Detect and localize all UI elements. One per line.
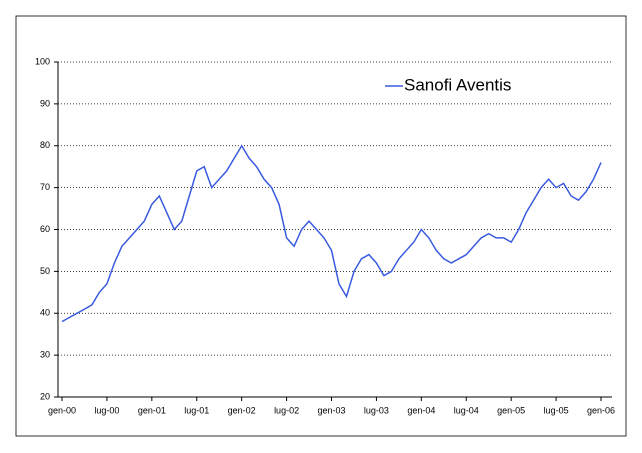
x-tick-label: gen-00 — [48, 405, 76, 415]
legend-label: Sanofi Aventis — [404, 75, 511, 94]
y-tick-label: 30 — [40, 350, 50, 360]
x-tick-label: gen-03 — [317, 405, 345, 415]
x-tick-label: gen-02 — [228, 405, 256, 415]
x-tick-label: lug-01 — [184, 405, 209, 415]
y-tick-label: 50 — [40, 266, 50, 276]
y-tick-label: 70 — [40, 182, 50, 192]
series-line — [61, 144, 602, 323]
y-tick-label: 20 — [40, 391, 50, 401]
y-tick-label: 60 — [40, 224, 50, 234]
x-tick-label: gen-06 — [587, 405, 615, 415]
x-tick-label: gen-05 — [497, 405, 525, 415]
x-tick-label: lug-04 — [454, 405, 479, 415]
y-tick-label: 90 — [40, 98, 50, 108]
x-tick-label: lug-00 — [94, 405, 119, 415]
x-tick-label: gen-01 — [138, 405, 166, 415]
y-tick-label: 80 — [40, 140, 50, 150]
x-tick-label: lug-05 — [544, 405, 569, 415]
x-tick-label: lug-03 — [364, 405, 389, 415]
frame — [15, 15, 627, 437]
x-tick-label: lug-02 — [274, 405, 299, 415]
x-tick-label: gen-04 — [407, 405, 435, 415]
y-tick-label: 100 — [35, 56, 50, 66]
y-tick-label: 40 — [40, 308, 50, 318]
